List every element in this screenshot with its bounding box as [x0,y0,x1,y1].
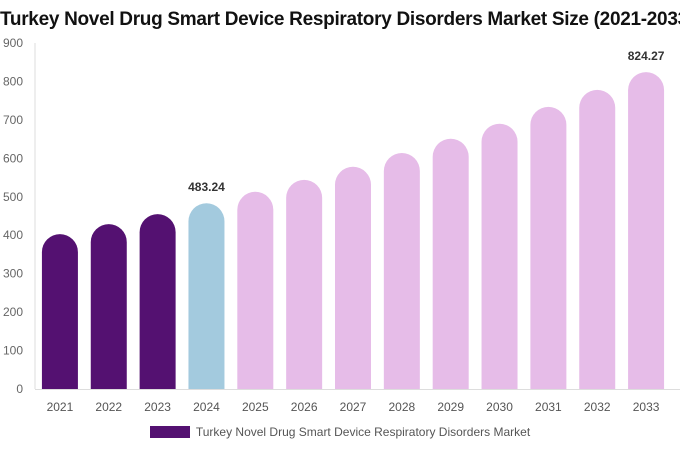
bar-2022 [90,224,127,389]
x-tick-label: 2025 [242,400,269,414]
x-tick-label: 2029 [437,400,464,414]
bar-2033 [628,72,665,389]
bar-2028 [383,152,420,389]
x-tick-label: 2021 [47,400,74,414]
chart-title: Turkey Novel Drug Smart Device Respirato… [0,9,680,30]
legend-label: Turkey Novel Drug Smart Device Respirato… [195,425,531,439]
y-tick-label: 600 [3,151,23,165]
bar-2021 [41,234,78,389]
x-tick-label: 2028 [388,400,415,414]
y-tick-label: 300 [3,267,23,281]
x-tick-label: 2032 [584,400,611,414]
bar-2027 [335,166,371,389]
x-tick-label: 2022 [95,400,122,414]
x-tick-label: 2031 [535,400,562,414]
x-tick-label: 2023 [144,400,171,414]
bar-2023 [139,214,176,389]
x-tick-label: 2033 [633,400,660,414]
bar-2024 [188,203,225,389]
x-tick-label: 2024 [193,400,220,414]
x-tick-label: 2030 [486,400,513,414]
y-tick-label: 900 [3,36,23,50]
y-tick-label: 200 [3,305,23,319]
y-tick-label: 500 [3,190,23,204]
bar-2030 [481,123,518,389]
y-tick-label: 700 [3,113,23,127]
y-tick-label: 0 [16,382,23,396]
y-tick-label: 100 [3,344,23,358]
bar-2026 [286,179,323,389]
bar-2029 [432,138,469,389]
bar-2031 [530,106,567,389]
data-label: 483.24 [188,180,225,194]
x-tick-label: 2026 [291,400,318,414]
x-tick-label: 2027 [340,400,367,414]
y-tick-label: 400 [3,228,23,242]
data-label: 824.27 [628,49,665,63]
bar-2025 [237,191,274,389]
y-tick-label: 800 [3,74,23,88]
legend: Turkey Novel Drug Smart Device Respirato… [0,425,680,439]
legend-swatch [149,426,190,438]
bar-2032 [579,89,616,389]
